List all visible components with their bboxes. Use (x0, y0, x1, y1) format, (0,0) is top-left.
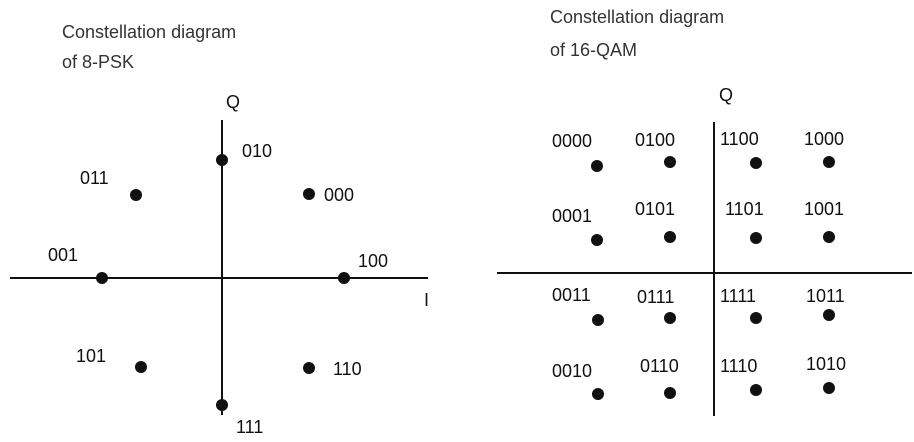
psk-point-000 (303, 188, 315, 200)
qam-point-0001 (591, 234, 603, 246)
qam-point-1111 (750, 312, 762, 324)
qam-label-1110: 1110 (720, 356, 757, 376)
qam-point-1000 (823, 156, 835, 168)
psk-title-line-2: of 8-PSK (62, 52, 134, 72)
qam-point-1001 (823, 231, 835, 243)
qam-point-0010 (592, 388, 604, 400)
qam-point-0011 (592, 314, 604, 326)
psk-label-001: 001 (48, 245, 78, 265)
qam-point-1110 (750, 384, 762, 396)
psk-diagram: Constellation diagram of 8-PSK Q I 010 0… (10, 22, 429, 437)
qam-diagram: Constellation diagram of 16-QAM Q 0000 0… (497, 7, 912, 416)
psk-point-100 (338, 272, 350, 284)
qam-label-0101: 0101 (635, 199, 675, 219)
psk-title-line-1: Constellation diagram (62, 22, 236, 42)
qam-point-0111 (664, 312, 676, 324)
qam-label-1100: 1100 (720, 129, 759, 149)
qam-point-0110 (664, 387, 676, 399)
psk-point-001 (96, 272, 108, 284)
qam-label-1010: 1010 (806, 354, 846, 374)
psk-label-111: 111 (236, 417, 263, 437)
psk-point-110 (303, 362, 315, 374)
qam-label-0010: 0010 (552, 361, 592, 381)
qam-q-axis-label: Q (719, 85, 733, 105)
qam-label-0110: 0110 (640, 356, 679, 376)
qam-label-1000: 1000 (804, 129, 844, 149)
psk-i-axis-label: I (424, 290, 429, 310)
psk-point-011 (130, 189, 142, 201)
psk-point-111 (216, 399, 228, 411)
qam-label-1111: 1111 (720, 286, 756, 306)
qam-label-1101: 1101 (725, 199, 764, 219)
qam-label-1001: 1001 (804, 199, 844, 219)
qam-point-0100 (664, 156, 676, 168)
qam-label-0100: 0100 (635, 130, 675, 150)
qam-title-line-1: Constellation diagram (550, 7, 724, 27)
psk-label-110: 110 (333, 359, 362, 379)
psk-label-010: 010 (242, 141, 272, 161)
psk-point-101 (135, 361, 147, 373)
qam-point-1011 (823, 309, 835, 321)
psk-label-101: 101 (76, 346, 106, 366)
qam-label-0000: 0000 (552, 131, 592, 151)
qam-label-0001: 0001 (552, 206, 592, 226)
qam-label-1011: 1011 (806, 286, 845, 306)
qam-point-0101 (664, 231, 676, 243)
psk-label-100: 100 (358, 251, 388, 271)
qam-point-0000 (591, 160, 603, 172)
psk-label-000: 000 (324, 185, 354, 205)
qam-point-1010 (823, 382, 835, 394)
psk-label-011: 011 (80, 168, 109, 188)
qam-point-1100 (750, 157, 762, 169)
psk-q-axis-label: Q (226, 92, 240, 112)
qam-point-1101 (750, 232, 762, 244)
qam-label-0011: 0011 (552, 285, 591, 305)
psk-point-010 (216, 154, 228, 166)
qam-label-0111: 0111 (637, 287, 674, 307)
qam-title-line-2: of 16-QAM (550, 40, 637, 60)
